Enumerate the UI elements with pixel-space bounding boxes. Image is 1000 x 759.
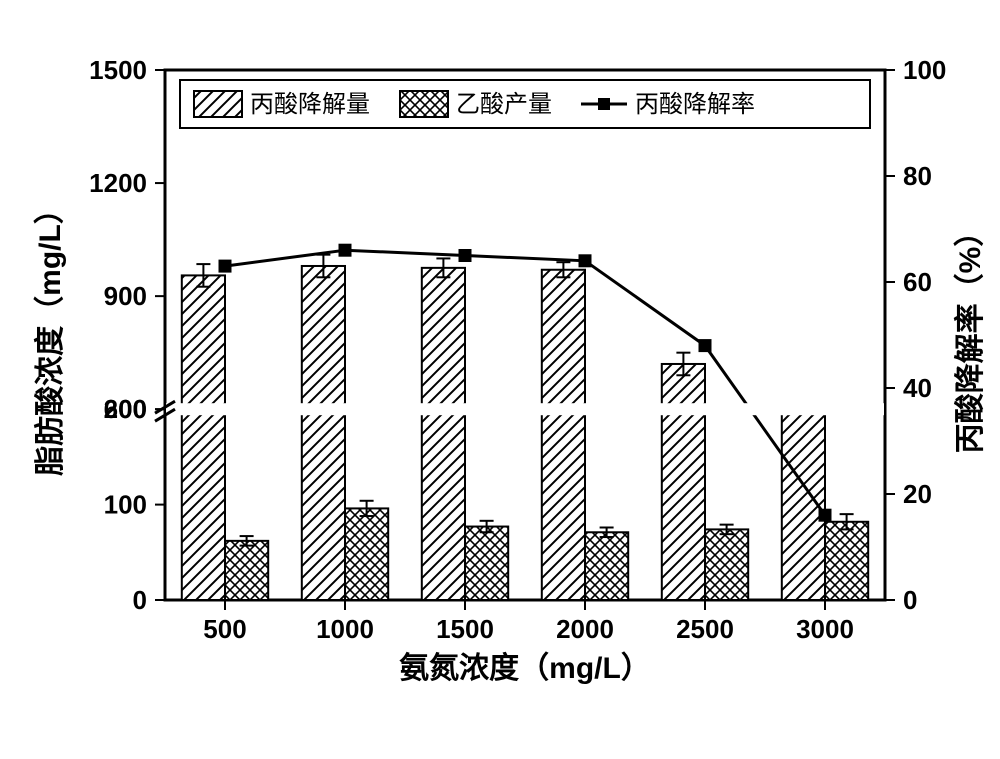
line-marker xyxy=(339,244,351,256)
legend-line-marker xyxy=(598,98,610,110)
y-left-tick-label: 100 xyxy=(104,490,147,520)
y-left-tick-label: 600 xyxy=(104,394,147,424)
legend-label: 丙酸降解率 xyxy=(635,91,755,118)
line-marker xyxy=(819,509,831,521)
bar-acetate xyxy=(825,522,868,600)
chart-container: 50010001500200025003000氨氮浓度（mg/L）0100200… xyxy=(20,20,1000,739)
legend-swatch-cross xyxy=(400,91,448,117)
legend-label: 乙酸产量 xyxy=(456,91,552,118)
y-right-tick-label: 20 xyxy=(903,479,932,509)
bar-degradation xyxy=(302,266,345,600)
bar-degradation xyxy=(182,275,225,600)
y-right-tick-label: 60 xyxy=(903,267,932,297)
line-marker xyxy=(219,260,231,272)
plot-border xyxy=(165,70,885,600)
y-left-tick-label: 0 xyxy=(133,585,147,615)
legend-swatch-diag xyxy=(194,91,242,117)
bar-acetate xyxy=(345,508,388,600)
bar-acetate xyxy=(225,541,268,600)
y-left-axis-label: 脂肪酸浓度（mg/L） xyxy=(33,194,67,476)
y-right-axis-label: 丙酸降解率（%） xyxy=(953,217,987,454)
y-right-tick-label: 80 xyxy=(903,161,932,191)
x-tick-label: 2500 xyxy=(676,614,734,644)
bar-acetate xyxy=(705,529,748,600)
y-right-tick-label: 100 xyxy=(903,55,946,85)
bar-degradation xyxy=(422,268,465,600)
x-tick-label: 1500 xyxy=(436,614,494,644)
legend-label: 丙酸降解量 xyxy=(250,91,370,118)
x-tick-label: 1000 xyxy=(316,614,374,644)
chart-svg: 50010001500200025003000氨氮浓度（mg/L）0100200… xyxy=(20,20,1000,739)
line-marker xyxy=(459,250,471,262)
bar-acetate xyxy=(465,527,508,600)
bar-degradation xyxy=(542,270,585,600)
x-tick-label: 2000 xyxy=(556,614,614,644)
x-tick-label: 3000 xyxy=(796,614,854,644)
bar-acetate xyxy=(585,532,628,600)
x-axis-label: 氨氮浓度（mg/L） xyxy=(399,651,651,685)
axis-break-gap xyxy=(166,403,884,415)
y-left-tick-label: 900 xyxy=(104,281,147,311)
bar-degradation xyxy=(662,364,705,600)
y-left-tick-label: 1200 xyxy=(89,168,147,198)
y-left-tick-label: 1500 xyxy=(89,55,147,85)
y-right-tick-label: 0 xyxy=(903,585,917,615)
line-marker xyxy=(579,255,591,267)
x-tick-label: 500 xyxy=(203,614,246,644)
line-marker xyxy=(699,340,711,352)
y-right-tick-label: 40 xyxy=(903,373,932,403)
